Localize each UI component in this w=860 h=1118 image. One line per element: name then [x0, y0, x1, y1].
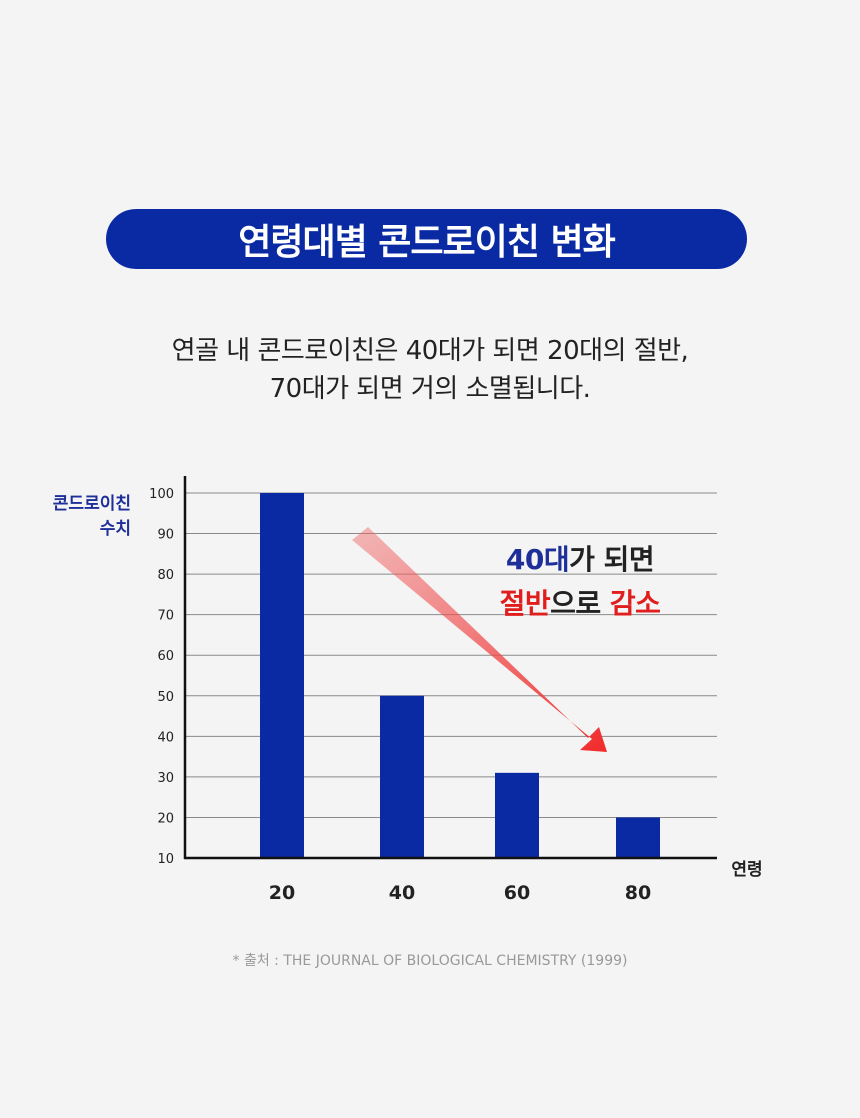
bar-20: [260, 493, 304, 858]
bar-60: [495, 772, 539, 858]
y-tick-label: 60: [157, 649, 174, 664]
y-axis-label-line-2: 수치: [99, 519, 131, 539]
annotation-half: 절반: [499, 587, 551, 620]
title-banner: 연령대별 콘드로이친 변화: [106, 209, 747, 269]
x-axis-label: 연령: [731, 859, 762, 880]
y-tick-label: 70: [157, 609, 174, 624]
bar-80: [616, 817, 660, 858]
y-axis-label-line-1: 콘드로이친: [52, 494, 131, 514]
annotation-to: 으로: [550, 587, 610, 620]
y-tick-label: 30: [157, 771, 174, 786]
annotation-line-2: 절반으로 감소: [440, 582, 720, 622]
y-tick-label: 80: [157, 568, 174, 583]
description-line-2: 70대가 되면 거의 소멸됩니다.: [269, 374, 591, 404]
source-citation: * 출처 : THE JOURNAL OF BIOLOGICAL CHEMIST…: [232, 953, 628, 969]
y-tick-label: 100: [149, 487, 174, 502]
x-tick-label: 60: [504, 882, 530, 904]
trend-arrow: [352, 527, 607, 752]
y-tick-label: 10: [157, 852, 174, 867]
annotation-40s: 40대: [505, 543, 570, 576]
annotation-decrease: 감소: [609, 587, 661, 620]
y-tick-label: 50: [157, 690, 174, 705]
x-tick-label: 40: [389, 882, 415, 904]
page-title: 연령대별 콘드로이친 변화: [238, 222, 615, 263]
x-tick-label: 80: [625, 882, 651, 904]
annotation-becomes: 가 되면: [569, 543, 655, 576]
annotation-line-1: 40대가 되면: [440, 538, 720, 578]
y-tick-label: 40: [157, 730, 174, 745]
y-tick-label: 90: [157, 528, 174, 543]
description-line-1: 연골 내 콘드로이친은 40대가 되면 20대의 절반,: [171, 336, 689, 366]
y-tick-label: 20: [157, 811, 174, 826]
x-tick-label: 20: [269, 882, 295, 904]
bar-40: [380, 695, 424, 858]
